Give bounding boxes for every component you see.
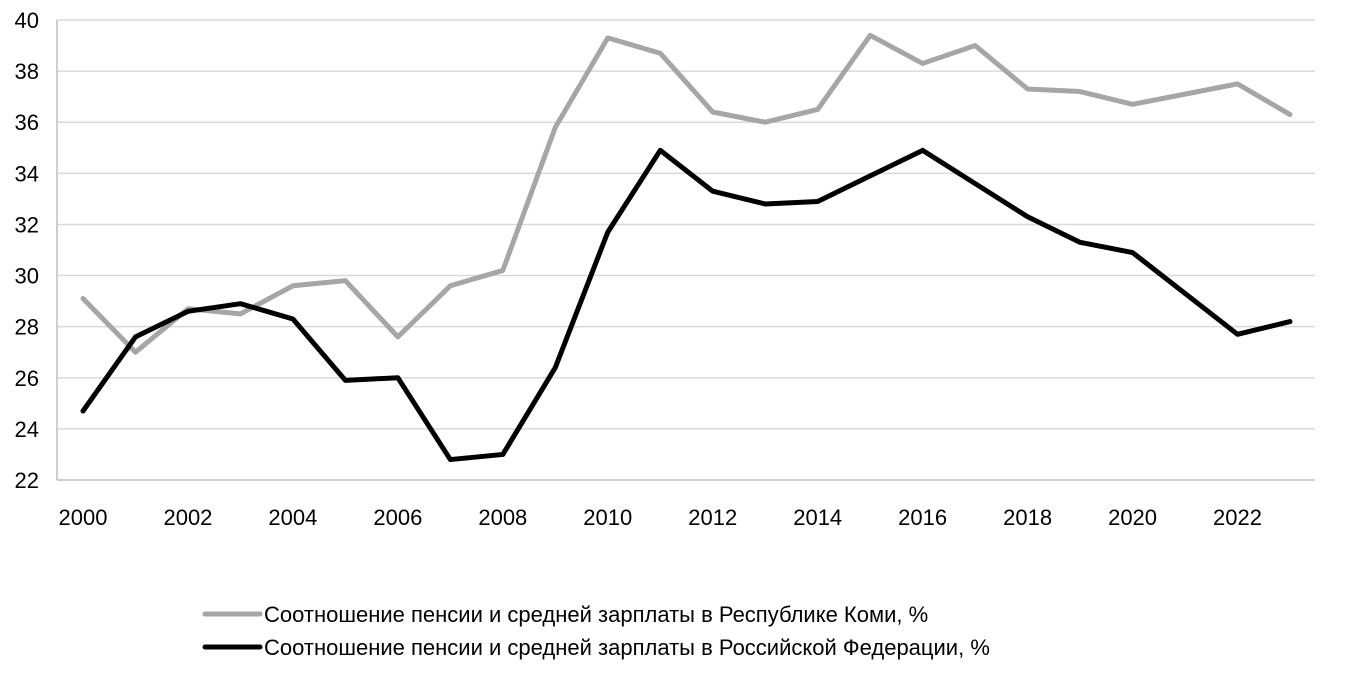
y-tick-label: 26 bbox=[15, 366, 39, 391]
y-tick-label: 40 bbox=[15, 8, 39, 33]
x-tick-label: 2008 bbox=[478, 505, 527, 530]
legend-label-komi: Соотношение пенсии и средней зарплаты в … bbox=[264, 602, 928, 627]
y-tick-label: 34 bbox=[15, 161, 39, 186]
x-tick-label: 2004 bbox=[268, 505, 317, 530]
x-tick-label: 2010 bbox=[583, 505, 632, 530]
x-axis-tick-labels: 2000 2002 2004 2006 2008 2010 2012 2014 2016 2018… bbox=[59, 505, 1262, 530]
series-line-rf bbox=[80, 147, 1293, 463]
y-tick-label: 30 bbox=[15, 264, 39, 289]
y-tick-label: 22 bbox=[15, 468, 39, 493]
y-axis-tick-labels: 22 24 26 28 30 32 34 36 38 40 bbox=[15, 8, 39, 493]
x-tick-label: 2022 bbox=[1213, 505, 1262, 530]
x-tick-label: 2000 bbox=[59, 505, 108, 530]
x-tick-label: 2006 bbox=[373, 505, 422, 530]
y-tick-label: 28 bbox=[15, 315, 39, 340]
legend: Соотношение пенсии и средней зарплаты в … bbox=[202, 602, 990, 660]
legend-label-rf: Соотношение пенсии и средней зарплаты в … bbox=[264, 635, 990, 660]
x-tick-label: 2020 bbox=[1108, 505, 1157, 530]
x-tick-label: 2018 bbox=[1003, 505, 1052, 530]
y-tick-label: 38 bbox=[15, 59, 39, 84]
series-lines bbox=[80, 32, 1293, 463]
x-tick-label: 2012 bbox=[688, 505, 737, 530]
x-tick-label: 2002 bbox=[163, 505, 212, 530]
y-tick-label: 36 bbox=[15, 110, 39, 135]
x-tick-label: 2016 bbox=[898, 505, 947, 530]
series-line-komi bbox=[80, 32, 1293, 355]
y-tick-label: 24 bbox=[15, 417, 39, 442]
y-tick-label: 32 bbox=[15, 212, 39, 237]
x-tick-label: 2014 bbox=[793, 505, 842, 530]
